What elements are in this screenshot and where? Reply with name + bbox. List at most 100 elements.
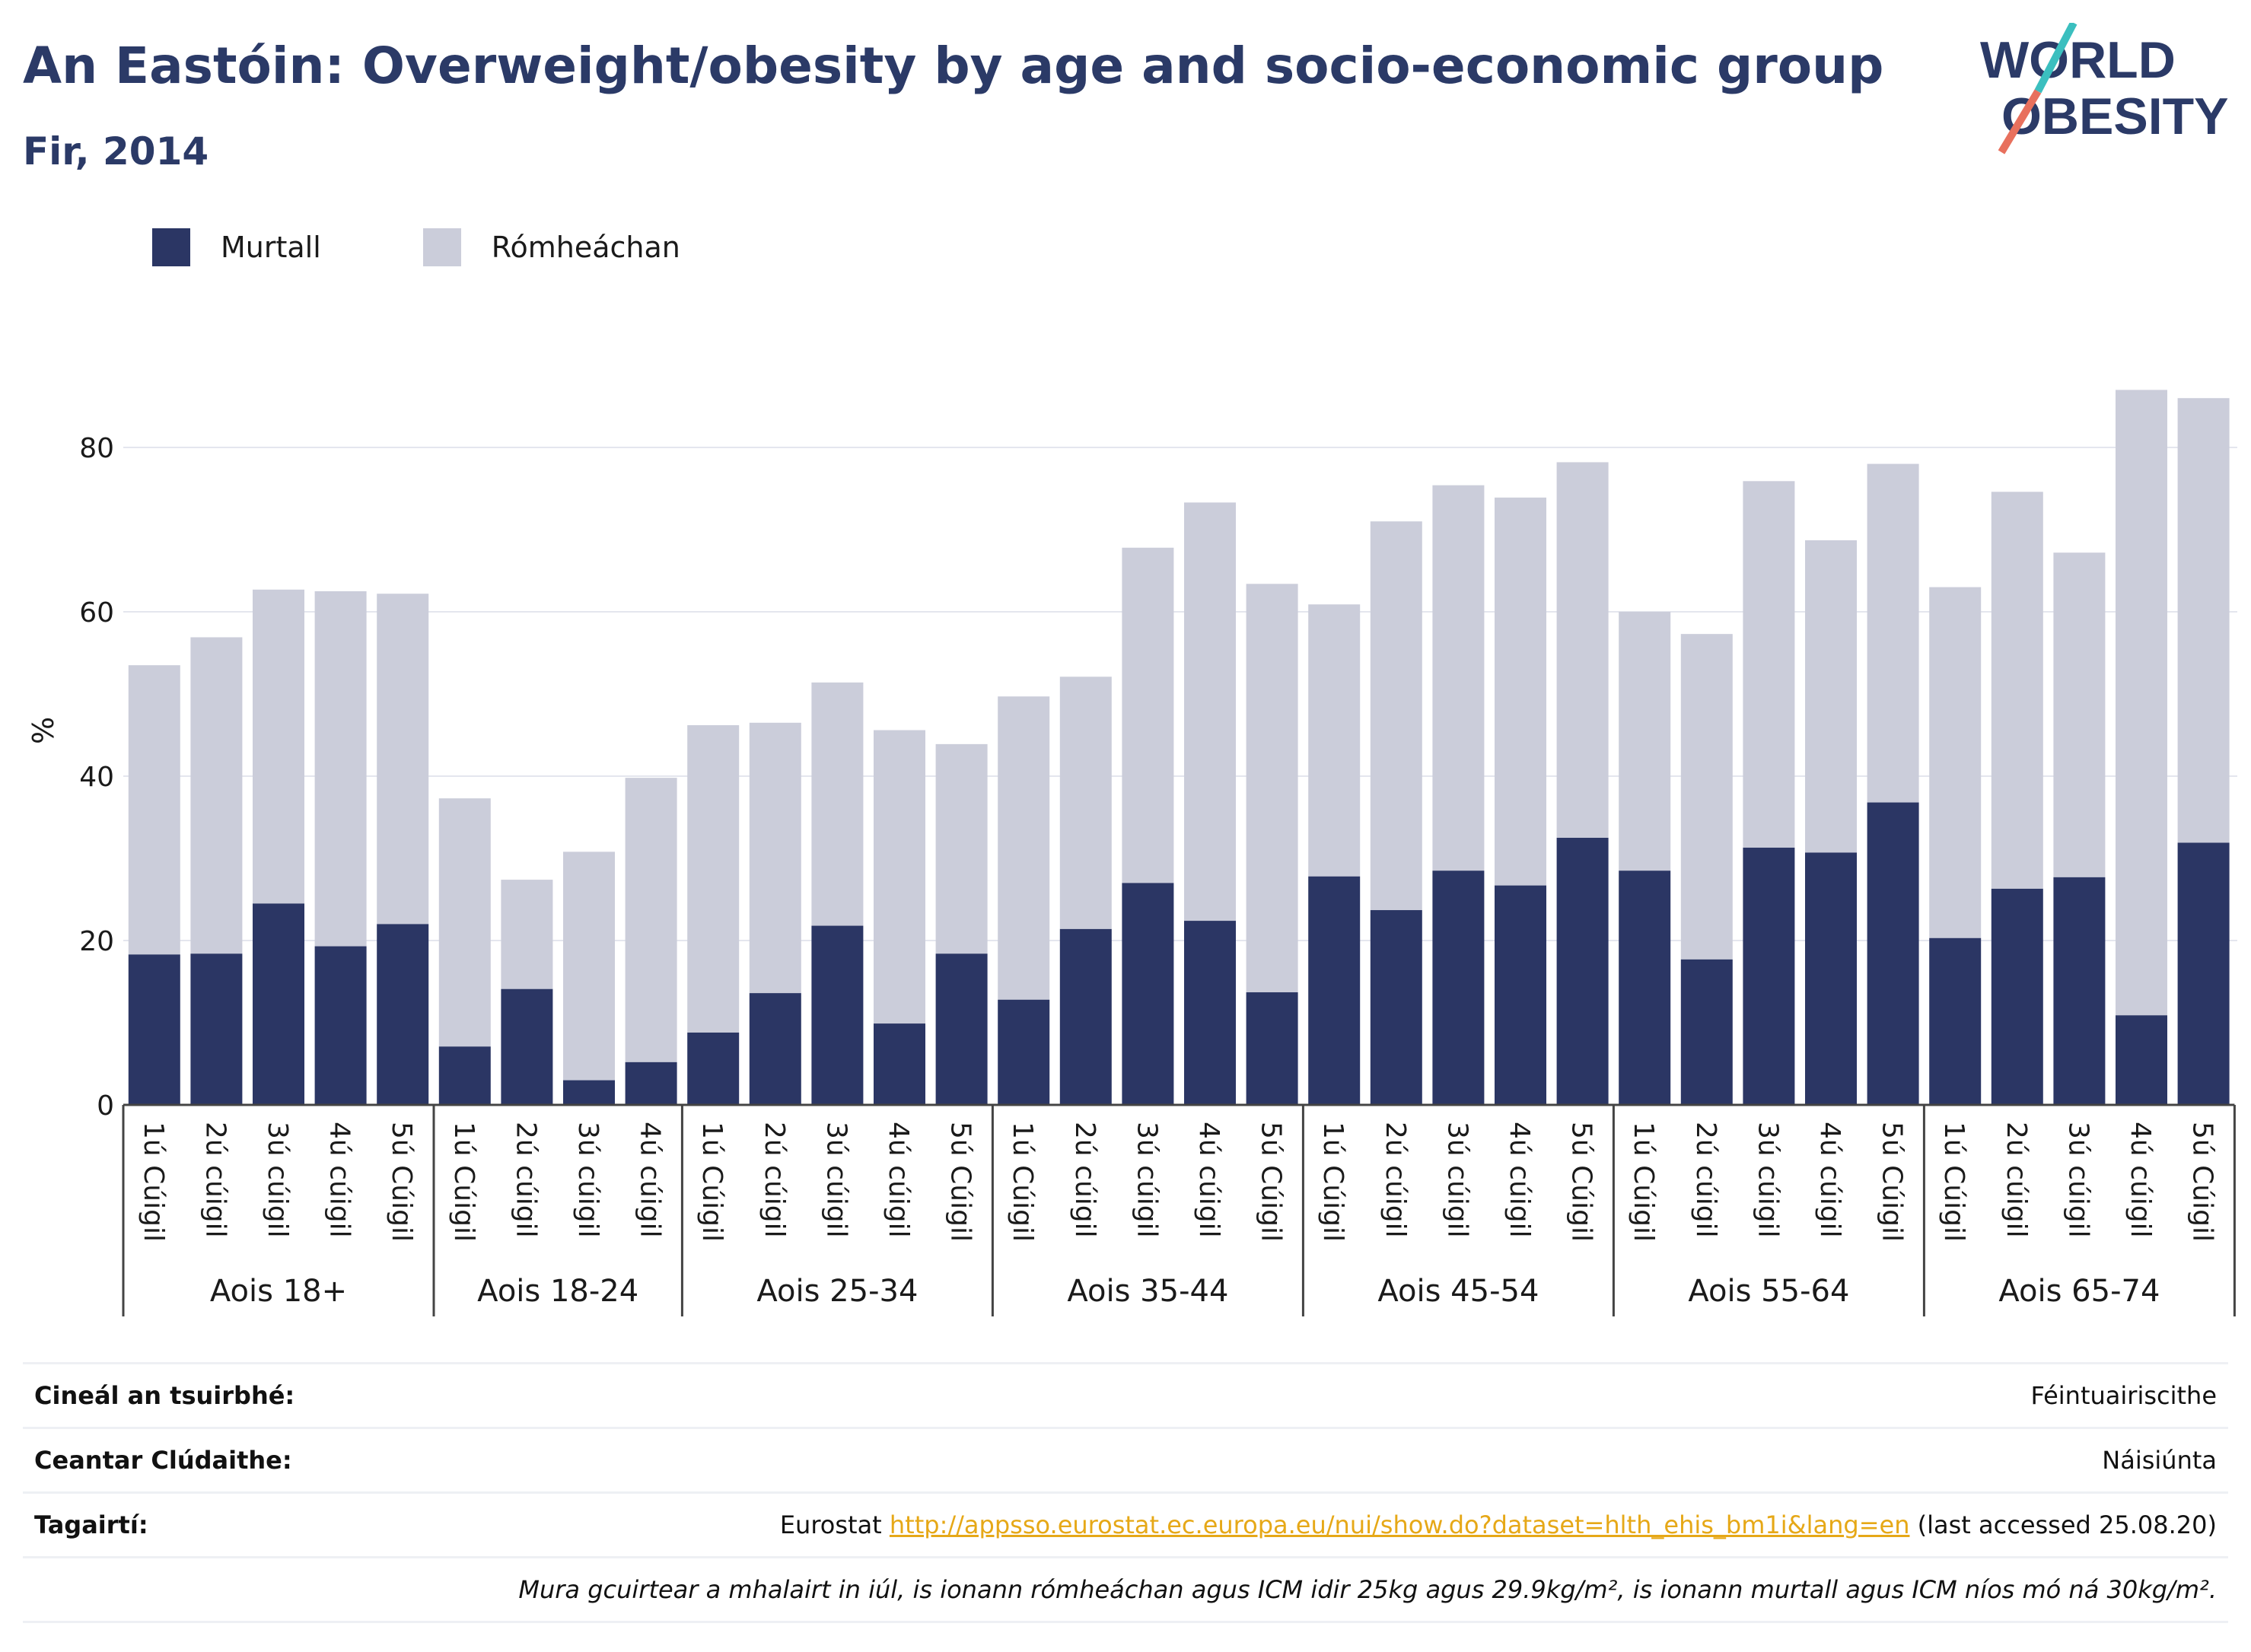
group-label: Aois 65-74 xyxy=(1998,1274,2160,1309)
bar-overweight xyxy=(1246,584,1298,993)
x-tick-label: 5ú Cúigil xyxy=(1566,1122,1597,1242)
bar-overweight xyxy=(2053,552,2106,877)
y-tick-label: 80 xyxy=(79,433,114,464)
bar-overweight xyxy=(625,778,677,1062)
x-tick-label: 1ú Cúigil xyxy=(138,1122,169,1242)
bar-obese xyxy=(1929,937,1982,1105)
logo-line1: WORLD xyxy=(1980,31,2176,89)
x-tick-label: 3ú cúigil xyxy=(1131,1122,1162,1238)
group-label: Aois 55-64 xyxy=(1688,1274,1849,1309)
bar-obese xyxy=(874,1023,925,1105)
bar-obese xyxy=(128,954,180,1105)
x-tick-label: 5ú Cúigil xyxy=(1256,1122,1287,1242)
x-tick-label: 1ú Cúigil xyxy=(696,1122,728,1242)
y-tick-label: 20 xyxy=(79,926,114,957)
x-tick-label: 2ú cúigil xyxy=(759,1122,790,1238)
bar-overweight xyxy=(1619,612,1671,871)
bar-overweight xyxy=(314,591,367,947)
bar-obese xyxy=(1122,883,1174,1105)
x-tick-label: 2ú cúigil xyxy=(1690,1122,1721,1238)
references-source: Eurostat xyxy=(779,1510,890,1539)
legend-item-obese[interactable]: Murtall xyxy=(152,228,321,266)
bar-obese xyxy=(1805,852,1857,1105)
x-tick-label: 1ú Cúigil xyxy=(1317,1122,1348,1242)
bar-obese xyxy=(2053,877,2106,1105)
x-tick-label: 4ú cúigil xyxy=(1814,1122,1845,1238)
bar-overweight xyxy=(1370,521,1422,911)
x-tick-label: 3ú cúigil xyxy=(820,1122,852,1238)
bar-obese xyxy=(1370,910,1422,1105)
x-tick-label: 1ú Cúigil xyxy=(448,1122,479,1242)
x-tick-label: 3ú cúigil xyxy=(1441,1122,1473,1238)
legend-item-overweight[interactable]: Rómheáchan xyxy=(422,228,680,266)
bar-overweight xyxy=(2116,390,2167,1016)
legend-label-obese: Murtall xyxy=(221,231,321,264)
bar-obese xyxy=(314,946,367,1105)
bar-overweight xyxy=(998,696,1050,1000)
x-tick-label: 5ú Cúigil xyxy=(386,1122,417,1242)
bar-obese xyxy=(1991,888,2043,1105)
info-row-coverage: Ceantar Clúdaithe: Náisiúnta xyxy=(23,1427,2228,1491)
bar-obese xyxy=(1059,928,1112,1105)
x-tick-label: 1ú Cúigil xyxy=(1007,1122,1038,1242)
bar-overweight xyxy=(1743,481,1795,848)
logo-slash-teal xyxy=(2034,23,2077,94)
logo-slash-coral xyxy=(1998,89,2042,154)
references-link[interactable]: http://appsso.eurostat.ec.europa.eu/nui/… xyxy=(889,1510,1910,1539)
x-tick-label: 4ú cúigil xyxy=(635,1122,666,1238)
bar-overweight xyxy=(1680,634,1733,960)
group-label: Aois 35-44 xyxy=(1067,1274,1228,1309)
x-tick-label: 2ú cúigil xyxy=(510,1122,541,1238)
bar-obese xyxy=(1246,992,1298,1105)
info-row-references: Tagairtí: Eurostat http://appsso.eurosta… xyxy=(23,1491,2228,1556)
survey-type-label: Cineál an tsuirbhé: xyxy=(34,1381,295,1410)
bar-obese xyxy=(253,903,304,1105)
bar-overweight xyxy=(190,637,243,954)
x-tick-label: 4ú cúigil xyxy=(2125,1122,2156,1238)
bar-obese xyxy=(1495,885,1546,1105)
bar-overweight xyxy=(1308,604,1361,877)
chart-title: An Eastóin: Overweight/obesity by age an… xyxy=(23,37,1884,95)
bar-overweight xyxy=(874,730,925,1024)
bar-obese xyxy=(1743,847,1795,1105)
references-value: Eurostat http://appsso.eurostat.ec.europ… xyxy=(780,1510,2217,1539)
x-tick-label: 5ú Cúigil xyxy=(945,1122,976,1242)
bar-obese xyxy=(1867,802,1919,1105)
x-tick-label: 4ú cúigil xyxy=(883,1122,914,1238)
group-label: Aois 45-54 xyxy=(1377,1274,1539,1309)
x-tick-label: 2ú cúigil xyxy=(1069,1122,1100,1238)
bar-overweight xyxy=(501,880,553,989)
chart-subtitle: Fir, 2014 xyxy=(23,129,209,173)
x-tick-label: 3ú cúigil xyxy=(2062,1122,2093,1238)
chart-legend: Murtall Rómheáchan xyxy=(152,227,714,268)
bar-overweight xyxy=(1991,492,2043,889)
bar-overweight xyxy=(253,589,304,904)
bar-overweight xyxy=(749,722,801,994)
bar-obese xyxy=(2116,1015,2167,1105)
x-tick-label: 4ú cúigil xyxy=(324,1122,355,1238)
bar-obese xyxy=(501,988,553,1105)
group-label: Aois 25-34 xyxy=(756,1274,918,1309)
bar-overweight xyxy=(1495,497,1546,886)
bar-overweight xyxy=(1556,462,1609,838)
bar-obese xyxy=(438,1046,491,1105)
group-label: Aois 18-24 xyxy=(477,1274,638,1309)
bar-overweight xyxy=(438,798,491,1047)
survey-type-value: Féintuairiscithe xyxy=(2030,1381,2217,1410)
world-obesity-logo: WORLD OBESITY xyxy=(1980,23,2229,154)
bar-overweight xyxy=(1184,502,1236,921)
info-row-note: Mura gcuirtear a mhalairt in iúl, is ion… xyxy=(23,1556,2228,1623)
bar-overweight xyxy=(2177,398,2230,843)
bar-obese xyxy=(2177,842,2230,1105)
bar-obese xyxy=(1432,871,1485,1105)
bar-overweight xyxy=(1432,485,1485,871)
bar-obese xyxy=(1556,838,1609,1105)
bar-overweight xyxy=(377,594,429,925)
bar-obese xyxy=(190,953,243,1105)
bar-overweight xyxy=(935,743,988,954)
references-accessed: (last accessed 25.08.20) xyxy=(1909,1510,2217,1539)
bar-obese xyxy=(1308,876,1361,1105)
bar-obese xyxy=(935,953,988,1105)
x-tick-label: 3ú cúigil xyxy=(1752,1122,1783,1238)
bar-overweight xyxy=(128,665,180,955)
